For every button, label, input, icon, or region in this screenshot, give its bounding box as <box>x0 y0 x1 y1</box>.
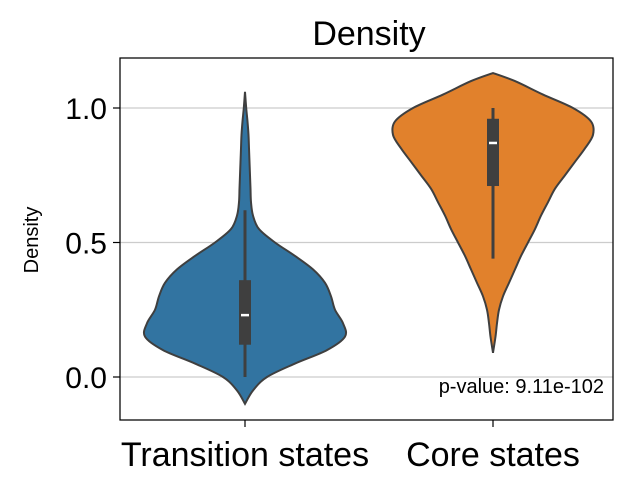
chart-title: Density <box>312 15 425 53</box>
y-tick-label: 1.0 <box>65 93 107 126</box>
violins <box>142 71 595 406</box>
y-tick-label: 0.0 <box>65 362 107 395</box>
violin-transition-states <box>142 91 348 406</box>
x-tick-label: Transition states <box>121 436 369 474</box>
violin-iqr-box <box>239 280 251 345</box>
violin-iqr-box <box>487 118 499 187</box>
violin-core-states <box>391 71 595 353</box>
axis-ticks: 0.0 0.5 1.0 Transition states Core states <box>65 93 580 474</box>
y-tick-label: 0.5 <box>65 228 107 261</box>
p-value-annotation: p-value: 9.11e-102 <box>439 376 604 398</box>
y-axis-label: Density <box>21 207 43 274</box>
plot-frame <box>119 57 614 421</box>
x-tick-label: Core states <box>406 436 580 474</box>
